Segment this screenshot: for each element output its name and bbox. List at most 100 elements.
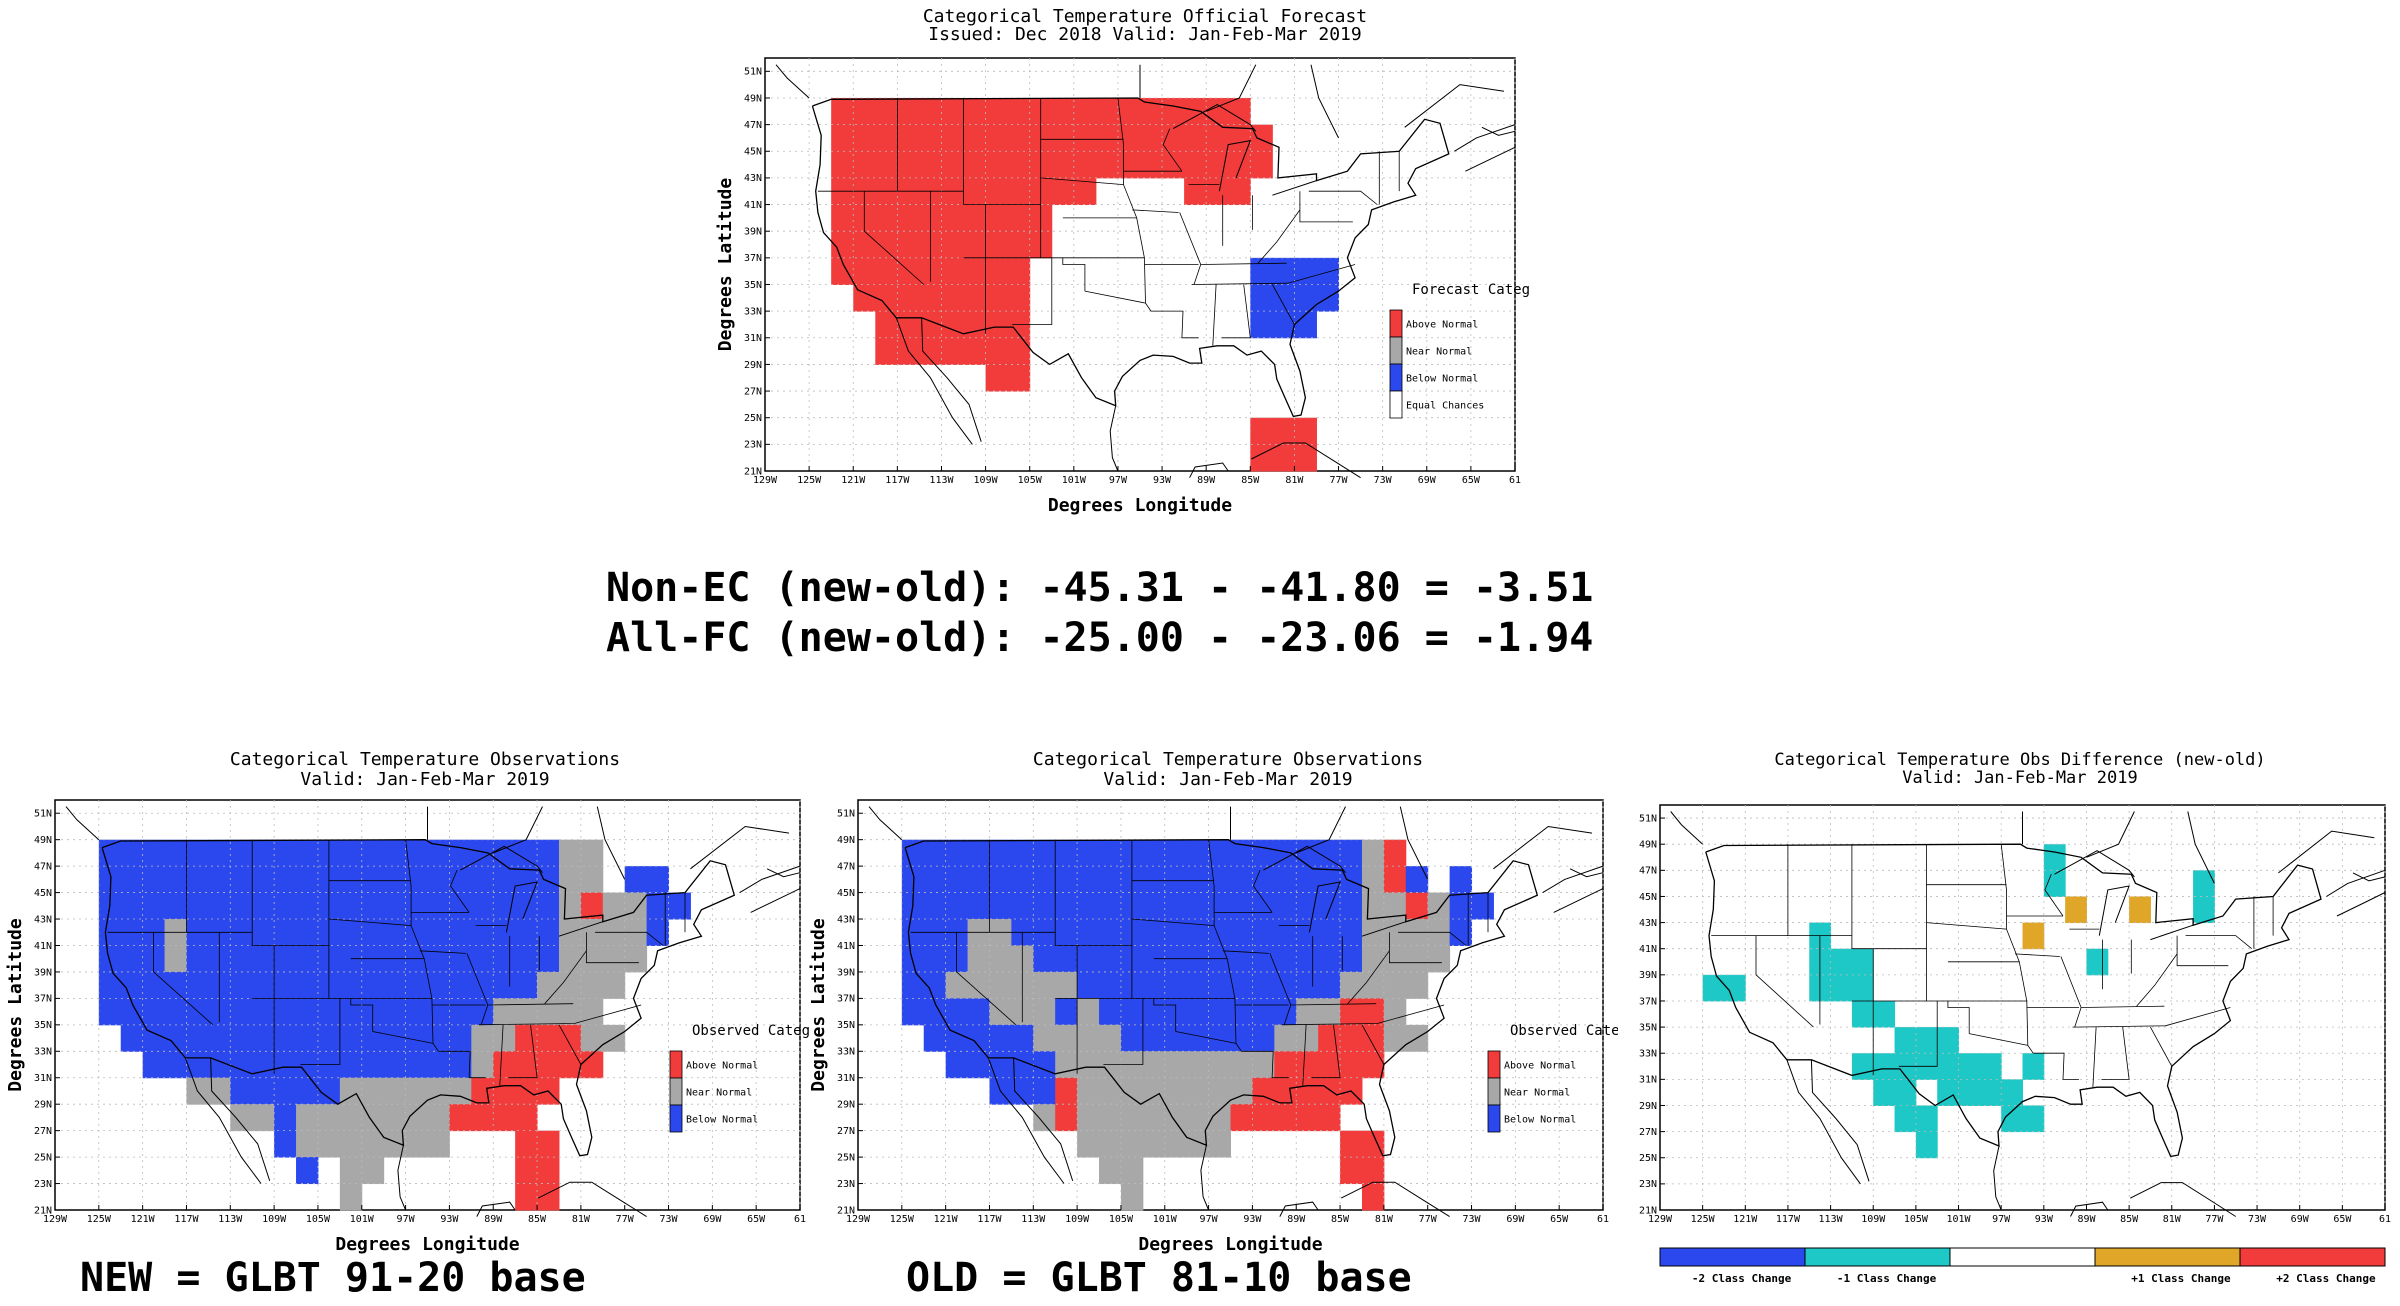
state-border [1281, 1004, 1445, 1026]
category-cell-below [230, 945, 253, 973]
category-cell-below [120, 1024, 144, 1052]
category-cell-below [901, 945, 925, 973]
category-cell-above [1340, 1130, 1363, 1158]
category-cell-above [1073, 177, 1097, 206]
category-cell-above [831, 151, 854, 179]
category-cell-above [1383, 839, 1407, 867]
category-cell-near [558, 945, 582, 973]
state-border [450, 869, 470, 913]
state-border [328, 918, 412, 926]
category-cell-above [1206, 97, 1229, 126]
canada-coast [2187, 811, 2215, 884]
category-cell-below [1164, 839, 1188, 867]
state-border [1055, 998, 1177, 1032]
category-cell-below [296, 839, 319, 867]
category-cell-near [1383, 971, 1407, 999]
category-cell-below [186, 839, 209, 867]
category-cell-below [1208, 919, 1231, 946]
category-cell-above [919, 311, 942, 339]
canada-coast [1670, 811, 1703, 845]
category-cell-below [339, 866, 363, 894]
category-cell-above [853, 231, 876, 259]
category-cell-below [1033, 892, 1056, 920]
category-cell-near [252, 1104, 275, 1132]
category-cell-below [1272, 257, 1295, 285]
mexico-coast [1013, 1057, 1074, 1182]
category-cell-below [1186, 971, 1210, 999]
category-cell-below [967, 1051, 990, 1079]
lon-tick-label: 117W [885, 475, 910, 486]
us-outline [101, 839, 736, 1157]
category-cell-below [945, 892, 969, 920]
lon-tick-label: 65W [747, 1214, 766, 1225]
category-cell-below [120, 998, 144, 1026]
state-border [2014, 953, 2060, 957]
category-cell-near [1230, 1051, 1253, 1079]
category-cell-near [1361, 839, 1385, 867]
category-cell-below [1208, 892, 1231, 920]
category-cell-above [515, 1024, 538, 1052]
category-cell-below [98, 839, 122, 867]
category-cell-above [897, 124, 920, 152]
canada-coast [1454, 124, 1516, 152]
category-cell-near [1405, 945, 1429, 973]
mexico-coast [1189, 462, 1229, 478]
category-cell-above [1055, 1077, 1078, 1105]
map-subtitle: Valid: Jan-Feb-Mar 2019 [300, 769, 549, 790]
state-border [153, 932, 214, 1026]
category-cell-below [1252, 971, 1275, 999]
category-cell-above [1361, 998, 1385, 1026]
category-cell-near [989, 998, 1012, 1026]
category-cell-below [361, 1051, 385, 1079]
category-cell-below [1077, 892, 1100, 920]
category-cell-near [208, 1077, 231, 1105]
lon-tick-label: 101W [350, 1214, 375, 1225]
category-cell-above [537, 1051, 560, 1079]
map-subtitle: Issued: Dec 2018 Valid: Jan-Feb-Mar 2019 [928, 24, 1361, 45]
category-cell-below [1340, 919, 1363, 946]
category-cell-below [405, 839, 428, 867]
category-cell-near [1120, 1104, 1144, 1132]
category-cell-above [1007, 204, 1031, 232]
lon-tick-label: 113W [218, 1214, 243, 1225]
lat-tick-label: 43N [1639, 918, 1657, 929]
category-cell-above [1250, 151, 1273, 179]
state-border [1851, 1000, 1970, 1034]
category-cell-below [142, 971, 166, 999]
category-cell-minus1 [1979, 1053, 2002, 1080]
state-border [1151, 310, 1199, 339]
state-border [487, 1003, 574, 1006]
lat-tick-label: 51N [837, 809, 855, 820]
category-cell-below [274, 1051, 297, 1079]
great-lakes [1172, 104, 1257, 132]
great-lakes [1218, 139, 1252, 192]
category-cell-below [1449, 919, 1473, 946]
category-cell-above [1340, 998, 1363, 1026]
category-cell-below [967, 998, 990, 1026]
lat-tick-label: 49N [1639, 840, 1657, 851]
category-cell-near [1120, 1130, 1144, 1158]
category-cell-above [1318, 1051, 1341, 1079]
state-border [2044, 874, 2064, 917]
lat-tick-label: 29N [744, 360, 762, 371]
category-cell-near [449, 1077, 472, 1105]
category-cell-below [1252, 998, 1275, 1026]
lat-tick-label: 51N [34, 809, 52, 820]
mexico-coast [210, 1057, 271, 1182]
category-cell-below [252, 1051, 275, 1079]
lon-tick-label: 97W [1992, 1214, 2011, 1225]
category-cell-above [941, 204, 965, 232]
legend-swatch-above [669, 1050, 683, 1079]
category-cell-below [1250, 284, 1273, 312]
legend-swatch-above [1389, 309, 1403, 338]
category-cell-above [1095, 124, 1119, 152]
lat-tick-label: 47N [1639, 866, 1657, 877]
category-cell-below [361, 919, 385, 946]
lat-tick-label: 29N [837, 1100, 855, 1111]
category-cell-below [383, 919, 407, 946]
lat-tick-label: 35N [34, 1020, 52, 1031]
canada-coast [1542, 865, 1604, 894]
category-cell-below [449, 998, 472, 1026]
legend-swatch-below [1389, 363, 1403, 392]
lat-tick-label: 23N [744, 440, 762, 451]
